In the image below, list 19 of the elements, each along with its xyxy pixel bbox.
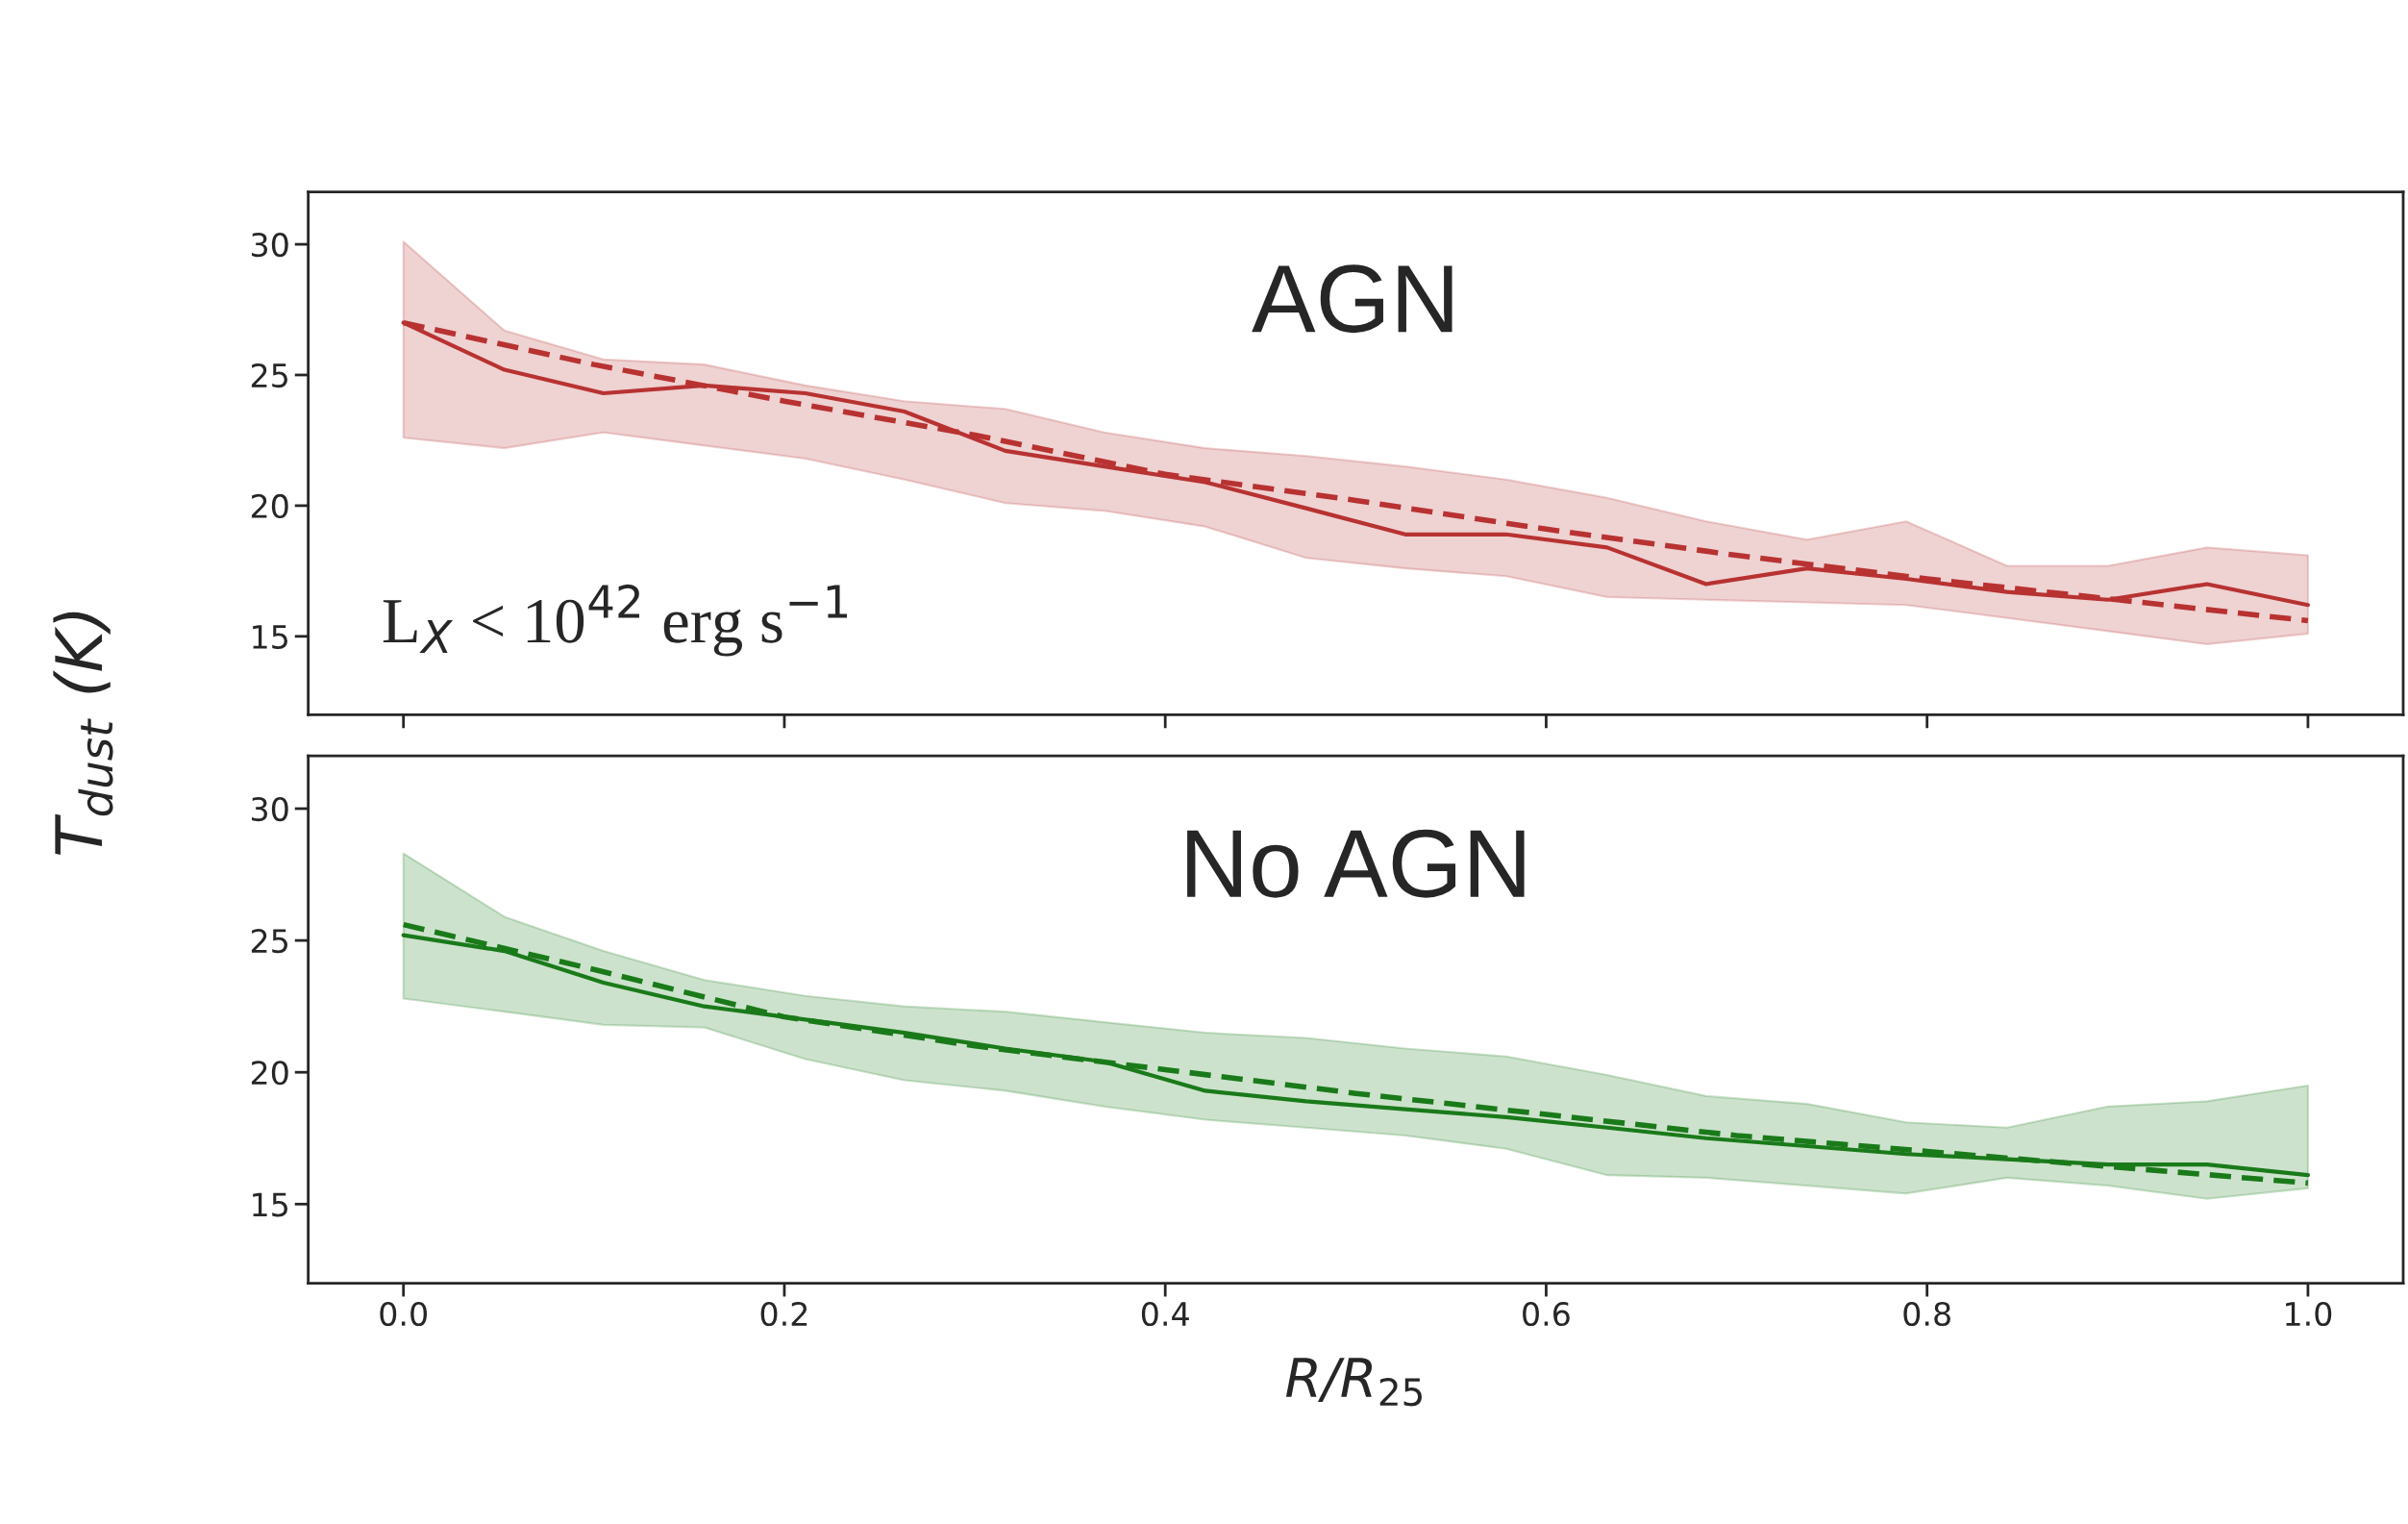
annotation: L$_{X}$ < 10$^{42}$ erg s$^{−1}$ xyxy=(383,584,848,657)
y-tick-label: 30 xyxy=(252,233,288,258)
y-tick-label: 25 xyxy=(251,362,287,388)
x-tick-label: 0.8 xyxy=(1903,1301,1950,1327)
y-tick-label: 15 xyxy=(253,625,287,649)
y-tick-label: 30 xyxy=(252,796,288,822)
y-tick-label: 20 xyxy=(251,493,288,519)
x-tick-label: 0.6 xyxy=(1523,1301,1570,1327)
x-axis-title: R/R$_{25}$ xyxy=(1285,1358,1422,1407)
x-tick-label: 0.4 xyxy=(1141,1301,1189,1327)
y-tick-label: 15 xyxy=(253,1192,287,1217)
y-tick-label: 25 xyxy=(251,929,287,954)
x-tick-label: 1.0 xyxy=(2286,1301,2332,1327)
x-tick-label: 0.0 xyxy=(380,1301,427,1327)
y-axis-title: T$_{dust}$ (K) xyxy=(53,612,113,855)
y-tick-label: 20 xyxy=(251,1061,288,1086)
x-tick-label: 0.2 xyxy=(760,1301,807,1327)
annotation: AGN xyxy=(1252,264,1452,334)
annotation: No AGN xyxy=(1187,829,1525,898)
